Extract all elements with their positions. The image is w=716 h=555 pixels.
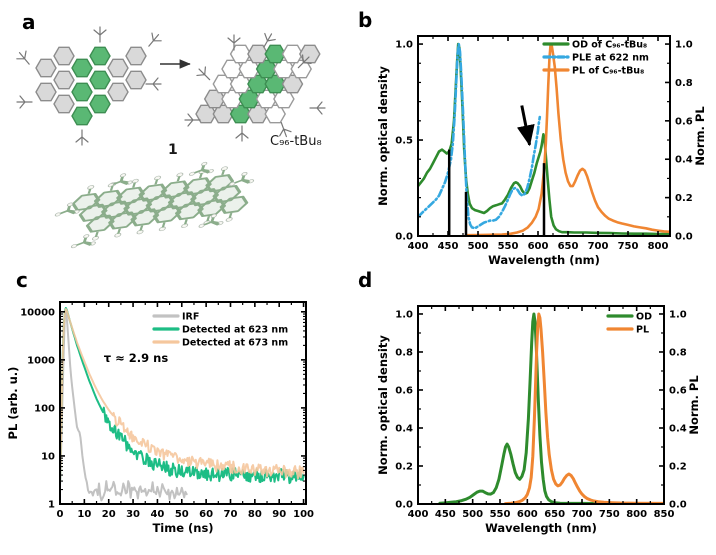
svg-text:800: 800 [648, 241, 669, 252]
svg-text:70: 70 [224, 509, 238, 520]
panel-a-label: a [22, 10, 36, 34]
svg-text:Norm. optical density: Norm. optical density [376, 66, 390, 206]
svg-text:0.6: 0.6 [395, 385, 413, 396]
svg-text:0.6: 0.6 [675, 116, 693, 127]
svg-text:Norm. PL: Norm. PL [687, 375, 701, 435]
svg-text:10: 10 [77, 509, 91, 520]
svg-text:OD of C₉₆-tBu₈: OD of C₉₆-tBu₈ [572, 40, 647, 51]
panel-a-structures: 1 C₉₆-tBu₈ [8, 6, 370, 276]
svg-text:IRF: IRF [182, 312, 199, 323]
svg-text:0.2: 0.2 [669, 461, 687, 472]
svg-text:1.0: 1.0 [395, 309, 413, 320]
svg-text:400: 400 [408, 241, 429, 252]
product-compound-label: C₉₆-tBu₈ [270, 134, 322, 149]
chart-od-pl: 400 450 500 550 600 650 700 750 800 8500.00.20.40… [376, 305, 701, 535]
svg-text:0.4: 0.4 [675, 155, 693, 166]
svg-text:550: 550 [498, 241, 519, 252]
svg-text:10000: 10000 [20, 307, 55, 318]
svg-text:650: 650 [544, 509, 565, 520]
svg-text:800: 800 [626, 509, 647, 520]
svg-text:0.0: 0.0 [395, 500, 413, 511]
svg-text:700: 700 [572, 509, 593, 520]
svg-text:0.4: 0.4 [395, 423, 413, 434]
svg-text:0.5: 0.5 [395, 136, 413, 147]
svg-text:40: 40 [150, 509, 164, 520]
svg-text:100: 100 [293, 509, 314, 520]
svg-text:0.2: 0.2 [395, 461, 413, 472]
svg-text:1: 1 [48, 500, 55, 511]
svg-text:τ ≈ 2.9 ns: τ ≈ 2.9 ns [104, 351, 169, 365]
svg-text:60: 60 [199, 509, 213, 520]
chart-pl-decay: 0 10 20 30 40 50 60 70 80 90 100110100100010000Tim… [6, 301, 314, 535]
svg-text:50: 50 [175, 509, 189, 520]
svg-text:PLE at 622 nm: PLE at 622 nm [572, 53, 649, 64]
svg-text:Detected at 673 nm: Detected at 673 nm [182, 338, 288, 349]
svg-text:90: 90 [272, 509, 286, 520]
svg-text:0: 0 [57, 509, 64, 520]
svg-text:550: 550 [490, 509, 511, 520]
svg-text:700: 700 [588, 241, 609, 252]
svg-text:100: 100 [34, 403, 55, 414]
svg-text:0.8: 0.8 [395, 347, 413, 358]
svg-text:1.0: 1.0 [669, 309, 687, 320]
svg-text:0.8: 0.8 [669, 347, 687, 358]
panel-c-label: c [16, 268, 28, 292]
chart-absorption-ple-pl: 400 450 500 550 600 650 700 750 800 0.0 0.5 1.0 0.0 0… [376, 35, 707, 267]
panel-d-label: d [358, 268, 373, 292]
svg-text:450: 450 [438, 241, 459, 252]
svg-text:0.0: 0.0 [675, 232, 693, 243]
svg-text:Wavelength (nm): Wavelength (nm) [488, 253, 600, 267]
svg-text:1.0: 1.0 [395, 40, 413, 51]
svg-text:Norm. PL: Norm. PL [693, 106, 707, 166]
svg-text:850: 850 [654, 509, 675, 520]
svg-text:0.2: 0.2 [675, 193, 693, 204]
svg-text:450: 450 [435, 509, 456, 520]
svg-text:500: 500 [468, 241, 489, 252]
svg-text:600: 600 [517, 509, 538, 520]
molecule-drawing [16, 26, 326, 249]
svg-text:80: 80 [248, 509, 262, 520]
svg-text:Detected at 623 nm: Detected at 623 nm [182, 325, 288, 336]
svg-text:400: 400 [408, 509, 429, 520]
svg-text:PL (arb. u.): PL (arb. u.) [6, 367, 20, 440]
svg-text:30: 30 [126, 509, 140, 520]
svg-text:600: 600 [528, 241, 549, 252]
panel-b-label: b [358, 8, 373, 32]
svg-text:20: 20 [102, 509, 116, 520]
svg-text:PL: PL [636, 325, 649, 336]
svg-text:Wavelength (nm): Wavelength (nm) [485, 521, 597, 535]
svg-text:750: 750 [618, 241, 639, 252]
svg-text:10: 10 [41, 451, 55, 462]
svg-text:1000: 1000 [27, 355, 55, 366]
svg-text:0.4: 0.4 [669, 423, 687, 434]
svg-text:750: 750 [599, 509, 620, 520]
svg-text:Time (ns): Time (ns) [152, 521, 213, 535]
svg-text:0.0: 0.0 [669, 500, 687, 511]
svg-text:0.0: 0.0 [395, 232, 413, 243]
svg-text:650: 650 [558, 241, 579, 252]
svg-text:PL of C₉₆-tBu₈: PL of C₉₆-tBu₈ [572, 66, 644, 77]
svg-text:500: 500 [462, 509, 483, 520]
svg-text:1.0: 1.0 [675, 40, 693, 51]
precursor-compound-label: 1 [168, 142, 178, 158]
svg-text:0.6: 0.6 [669, 385, 687, 396]
svg-text:Norm. optical density: Norm. optical density [376, 335, 390, 475]
svg-text:0.8: 0.8 [675, 78, 693, 89]
svg-text:OD: OD [636, 312, 652, 323]
